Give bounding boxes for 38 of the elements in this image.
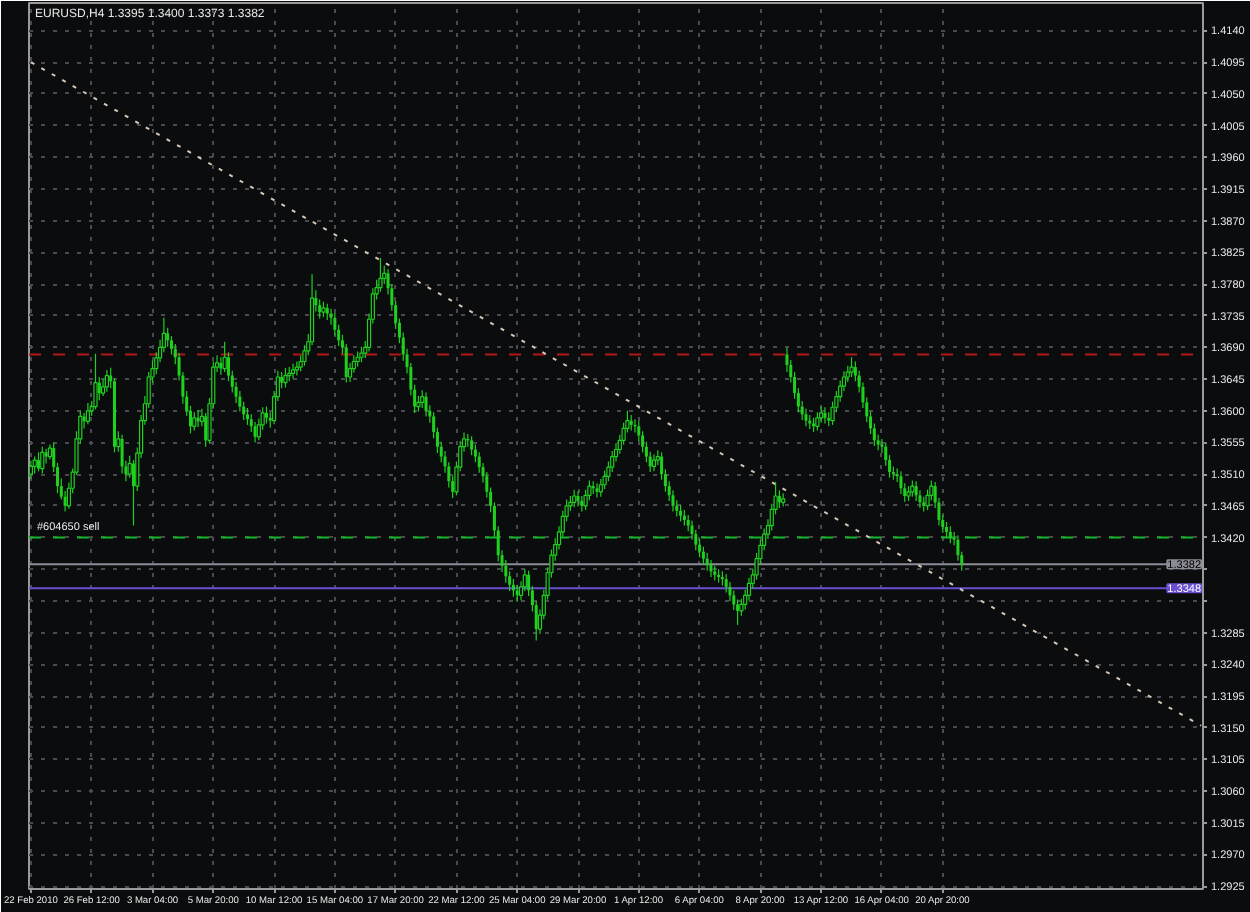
candlestick: [378, 257, 383, 293]
candlestick: [93, 353, 98, 410]
candlestick: [595, 482, 599, 499]
candlestick: [698, 538, 702, 558]
candlestick: [815, 411, 820, 432]
candlestick: [44, 448, 48, 465]
candlestick: [36, 451, 41, 472]
candlestick: [290, 363, 296, 379]
candlestick: [633, 418, 637, 434]
candlestick: [914, 480, 918, 502]
candlestick: [40, 446, 45, 475]
candlestick: [610, 450, 615, 473]
candlestick: [294, 360, 299, 377]
candlestick: [238, 390, 242, 413]
candlestick: [728, 581, 732, 602]
candlestick: [709, 559, 713, 578]
candlestick: [671, 489, 675, 513]
candlestick: [470, 435, 474, 456]
candlestick: [823, 406, 827, 425]
candlestick: [724, 573, 728, 594]
candlestick: [424, 391, 428, 418]
candlestick: [318, 298, 322, 320]
candlestick: [899, 470, 903, 495]
candlestick: [169, 335, 173, 356]
candlestick: [804, 408, 808, 427]
candlestick: [222, 341, 227, 373]
candlestick: [120, 434, 124, 475]
candlestick: [651, 453, 657, 472]
candlestick: [694, 529, 698, 551]
candlestick: [918, 489, 922, 509]
candlestick: [522, 568, 527, 592]
candlestick: [344, 343, 348, 384]
candlestick: [746, 577, 752, 601]
candlestick: [192, 411, 197, 432]
candlestick: [104, 369, 110, 393]
candlestick: [849, 356, 854, 378]
candlestick: [253, 421, 257, 444]
candlestick: [576, 490, 580, 508]
